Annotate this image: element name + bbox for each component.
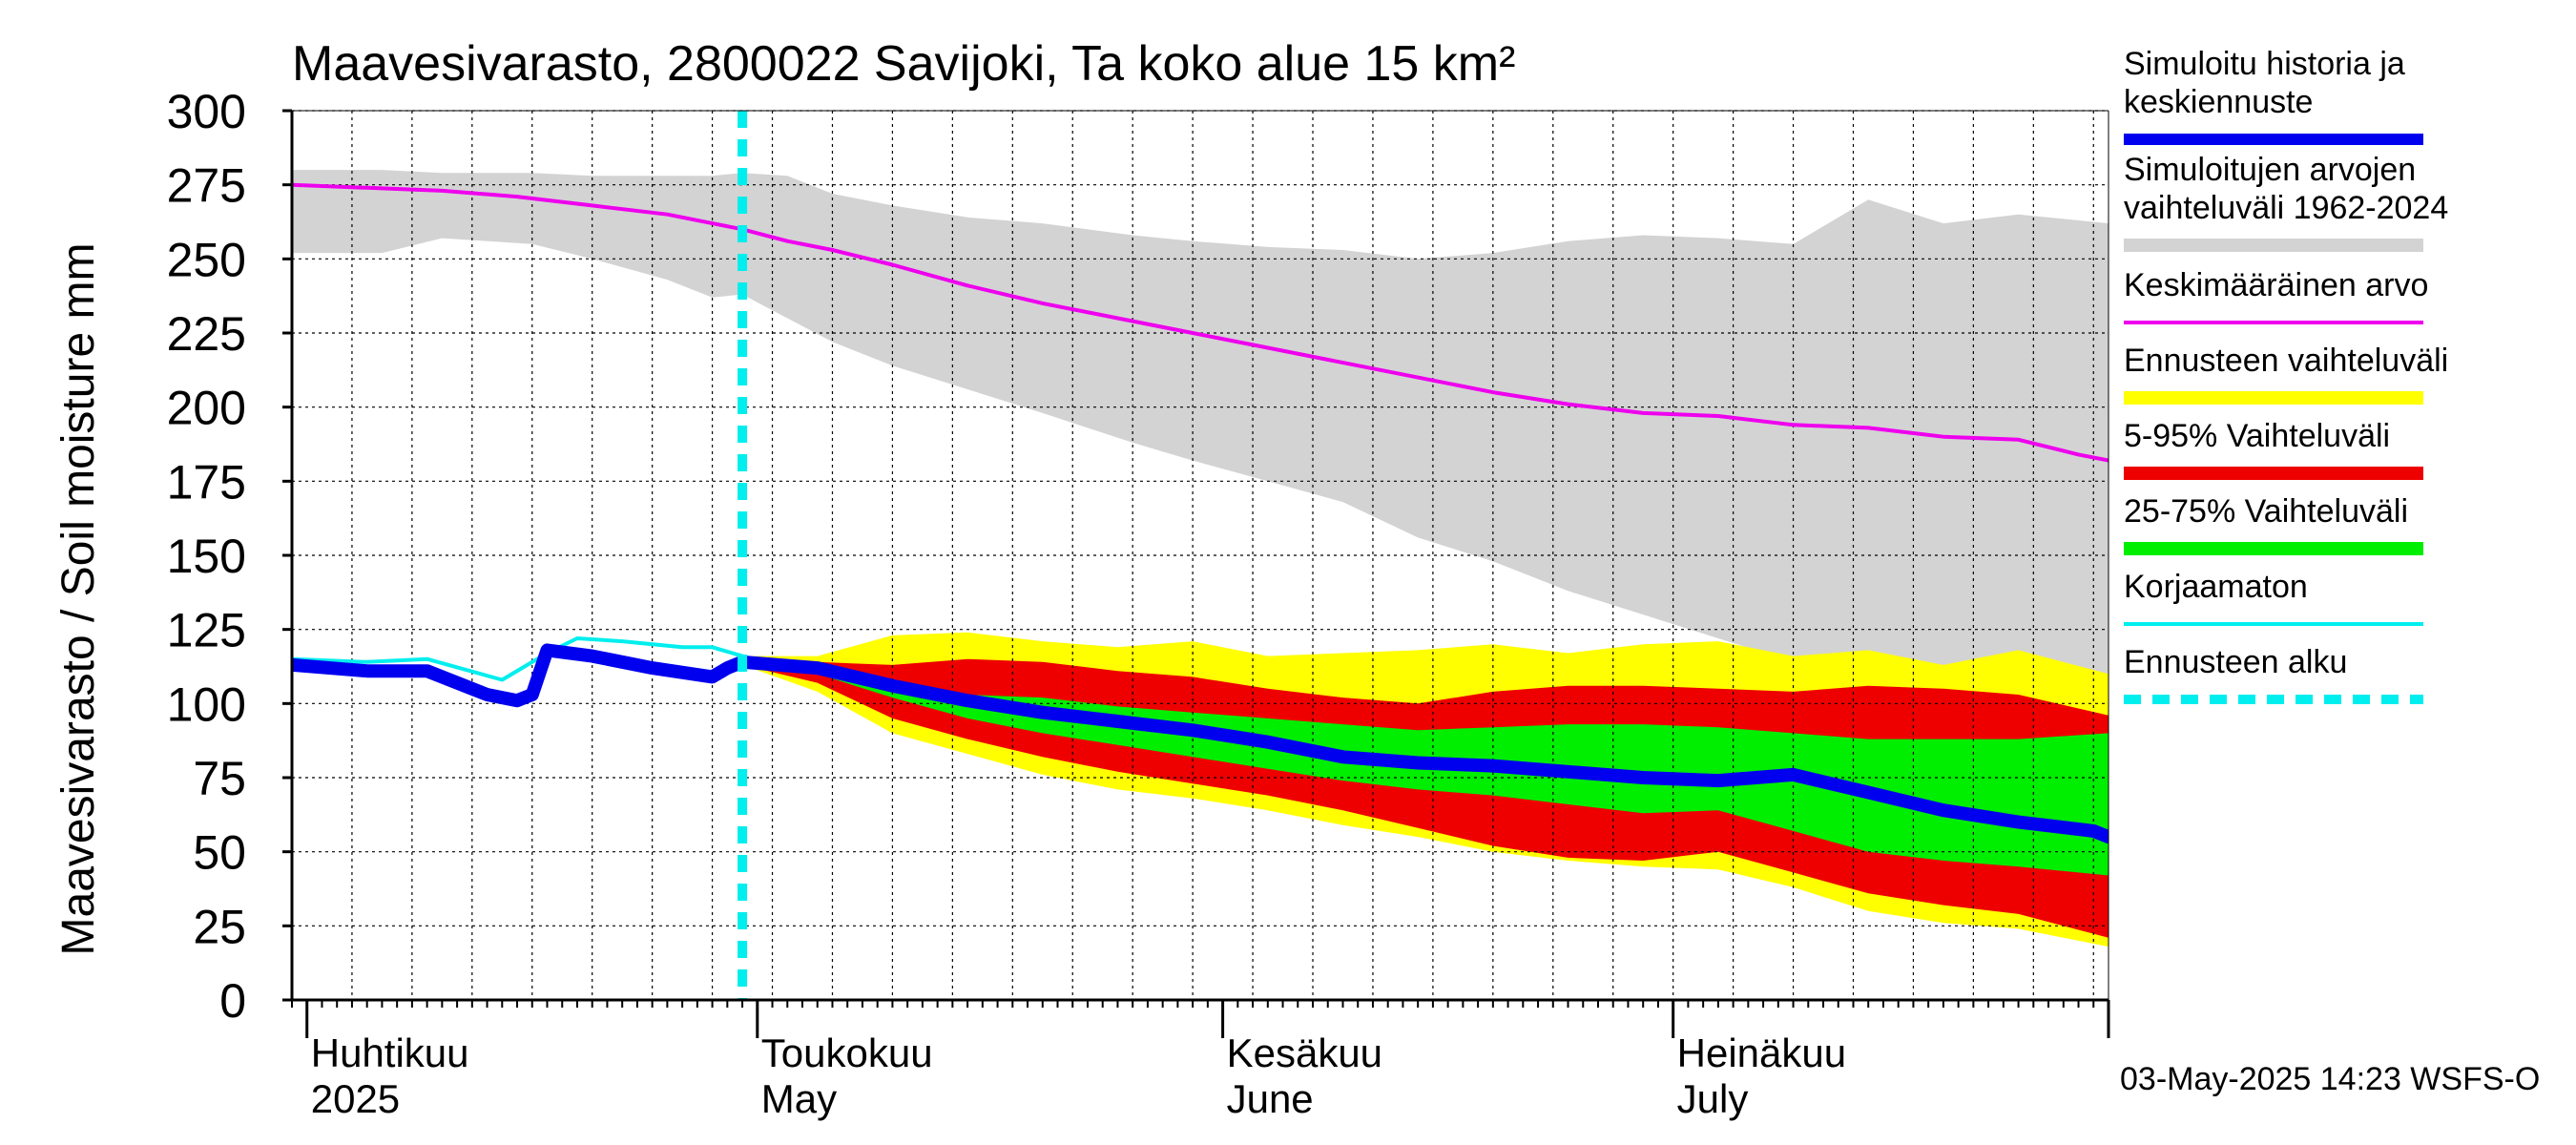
month-label-en: July: [1677, 1076, 1749, 1121]
timestamp: 03-May-2025 14:23 WSFS-O: [2120, 1061, 2540, 1097]
legend-label: Keskimääräinen arvo: [2124, 267, 2428, 303]
y-tick-label: 175: [167, 455, 246, 509]
legend-label: 25-75% Vaihteluväli: [2124, 493, 2408, 530]
y-tick-label: 50: [193, 826, 246, 880]
legend-label: Ennusteen vaihteluväli: [2124, 343, 2448, 379]
legend-label: vaihteluväli 1962-2024: [2124, 190, 2448, 226]
legend-label: 5-95% Vaihteluväli: [2124, 418, 2390, 454]
legend-label: Korjaamaton: [2124, 569, 2308, 605]
month-label-fi: Kesäkuu: [1227, 1030, 1382, 1075]
month-label-fi: Huhtikuu: [311, 1030, 469, 1075]
line-simuloitu-historia-ja-keskiennuste: [292, 643, 2109, 844]
y-tick-label: 300: [167, 85, 246, 138]
y-axis-label: Maavesivarasto / Soil moisture mm: [53, 243, 104, 956]
band-simuloitujen-arvojen-vaihteluv-li-1962-2024: [292, 170, 2109, 713]
y-tick-label: 125: [167, 604, 246, 657]
month-label-en: May: [761, 1076, 837, 1121]
chart-title: Maavesivarasto, 2800022 Savijoki, Ta kok…: [292, 36, 1515, 92]
y-tick-label: 225: [167, 307, 246, 361]
y-tick-label: 0: [219, 974, 246, 1028]
y-tick-label: 100: [167, 677, 246, 731]
month-label-fi: Toukokuu: [761, 1030, 933, 1075]
y-tick-label: 200: [167, 382, 246, 435]
legend-label: keskiennuste: [2124, 84, 2313, 120]
month-label-en: 2025: [311, 1076, 400, 1121]
plot-area: [292, 110, 2109, 1001]
month-label-en: June: [1227, 1076, 1314, 1121]
month-label-fi: Heinäkuu: [1677, 1030, 1846, 1075]
y-tick-label: 75: [193, 752, 246, 805]
y-tick-label: 275: [167, 159, 246, 213]
y-tick-label: 150: [167, 530, 246, 583]
legend-label: Simuloitujen arvojen: [2124, 152, 2416, 188]
legend-label: Ennusteen alku: [2124, 644, 2347, 680]
legend-label: Simuloitu historia ja: [2124, 46, 2405, 82]
line-keskim-r-inen-arvo: [292, 182, 2109, 463]
y-tick-label: 25: [193, 900, 246, 953]
y-tick-label: 250: [167, 233, 246, 286]
